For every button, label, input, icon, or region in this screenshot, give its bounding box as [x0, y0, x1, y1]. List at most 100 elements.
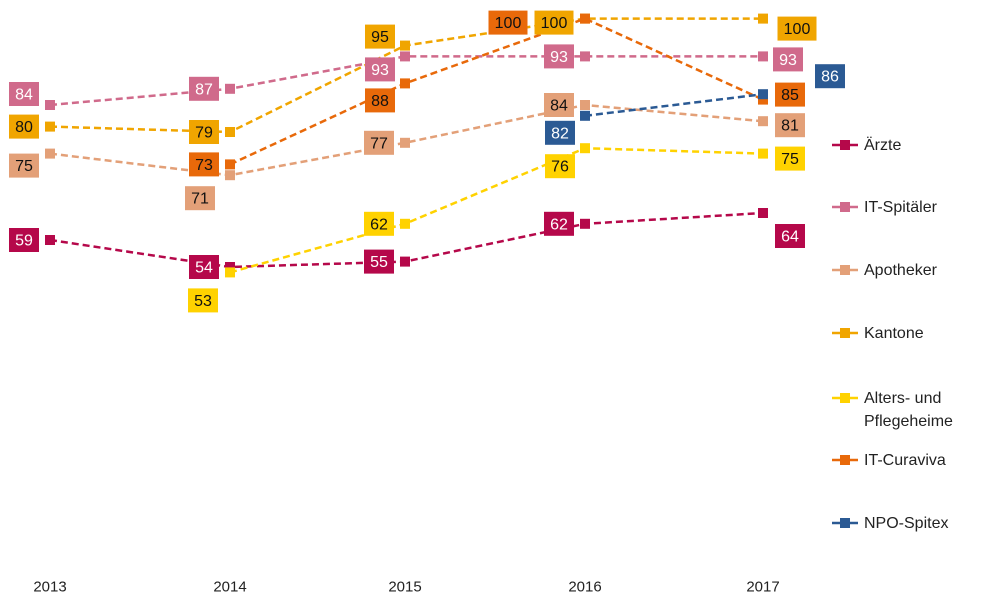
legend-marker	[840, 328, 850, 338]
point-marker	[758, 51, 768, 62]
label-box	[815, 64, 845, 89]
label-box	[365, 24, 395, 49]
label-box	[365, 88, 395, 113]
legend-label: Alters- und Pflegeheime	[864, 390, 953, 430]
data-label: 54	[195, 260, 213, 277]
label-box	[9, 153, 39, 178]
data-label: 73	[195, 157, 213, 174]
data-label: 100	[541, 15, 568, 32]
data-label: 93	[371, 62, 389, 79]
point-marker	[400, 51, 410, 62]
point-marker	[400, 40, 410, 51]
series-line	[49, 17, 763, 134]
point-marker	[580, 13, 590, 24]
legend-label: Ärzte	[864, 137, 902, 154]
legend-swatch	[832, 202, 858, 212]
legend-label: Kantone	[864, 325, 924, 342]
data-label: 95	[371, 29, 389, 46]
point-marker	[225, 267, 235, 278]
data-label: 85	[781, 87, 799, 104]
label-box	[544, 211, 574, 236]
point-marker	[225, 127, 235, 137]
legend-label: IT-Curaviva	[864, 452, 946, 469]
label-box	[189, 120, 219, 144]
point-marker	[580, 51, 590, 62]
data-label: 100	[784, 21, 811, 38]
legend-item: Apotheker	[832, 259, 990, 282]
point-marker	[580, 143, 590, 154]
point-marker	[225, 262, 235, 272]
label-box	[185, 186, 215, 211]
legend-marker	[840, 455, 850, 465]
legend-swatch	[832, 393, 858, 403]
legend-swatch	[832, 328, 858, 338]
data-label: 82	[551, 125, 569, 142]
data-label: 100	[495, 15, 522, 32]
data-label: 84	[550, 98, 568, 115]
label-box	[9, 228, 39, 252]
point-marker	[225, 170, 235, 181]
legend-item: Ärzte	[832, 134, 990, 157]
label-box	[773, 47, 803, 72]
label-box	[775, 113, 805, 138]
legend-item: Kantone	[832, 322, 990, 345]
data-label: 84	[15, 87, 33, 104]
label-box	[9, 114, 39, 139]
data-label: 80	[15, 119, 33, 136]
series-line	[229, 146, 764, 274]
label-box	[775, 82, 805, 107]
legend-swatch	[832, 140, 858, 150]
x-tick-label: 2013	[33, 579, 66, 596]
data-label: 62	[370, 216, 388, 233]
legend-swatch	[832, 455, 858, 465]
legend-label: NPO-Spitex	[864, 515, 949, 532]
legend-marker	[840, 518, 850, 528]
legend-label: IT-Spitäler	[864, 199, 937, 216]
label-box	[189, 152, 219, 177]
label-box	[364, 249, 394, 274]
label-box	[9, 82, 39, 106]
label-box	[189, 76, 219, 101]
data-label: 86	[821, 69, 839, 86]
point-marker	[580, 100, 590, 110]
data-label: 75	[781, 151, 799, 168]
label-box	[364, 211, 394, 236]
data-label: 79	[195, 125, 213, 142]
series-line	[229, 17, 764, 166]
label-box	[544, 44, 574, 69]
data-label: 93	[779, 52, 797, 69]
point-marker	[758, 13, 768, 24]
label-box	[775, 224, 805, 248]
point-marker	[45, 121, 55, 132]
label-box	[534, 10, 574, 35]
data-label: 71	[191, 191, 209, 208]
data-label: 77	[370, 135, 388, 152]
label-box	[775, 146, 805, 171]
data-label: 87	[195, 81, 213, 98]
label-box	[545, 154, 575, 179]
legend-swatch	[832, 518, 858, 528]
legend-item: NPO-Spitex	[832, 512, 990, 535]
point-marker	[758, 208, 768, 218]
x-tick-label: 2016	[568, 579, 601, 596]
point-marker	[400, 137, 410, 148]
point-marker	[758, 89, 768, 100]
point-marker	[225, 83, 235, 94]
point-marker	[758, 94, 768, 105]
legend-marker	[840, 393, 850, 403]
point-marker	[580, 218, 590, 229]
label-box	[189, 255, 219, 279]
legend-label: Apotheker	[864, 262, 937, 279]
legend-swatch	[832, 265, 858, 275]
label-box	[364, 130, 394, 155]
data-label: 53	[194, 293, 212, 310]
data-label: 55	[370, 254, 388, 271]
legend-item: IT-Spitäler	[832, 196, 990, 219]
point-marker	[225, 159, 235, 170]
x-tick-label: 2017	[746, 579, 779, 596]
point-marker	[400, 218, 410, 229]
legend-marker	[840, 140, 850, 150]
point-marker	[758, 116, 768, 127]
legend-marker	[840, 202, 850, 212]
